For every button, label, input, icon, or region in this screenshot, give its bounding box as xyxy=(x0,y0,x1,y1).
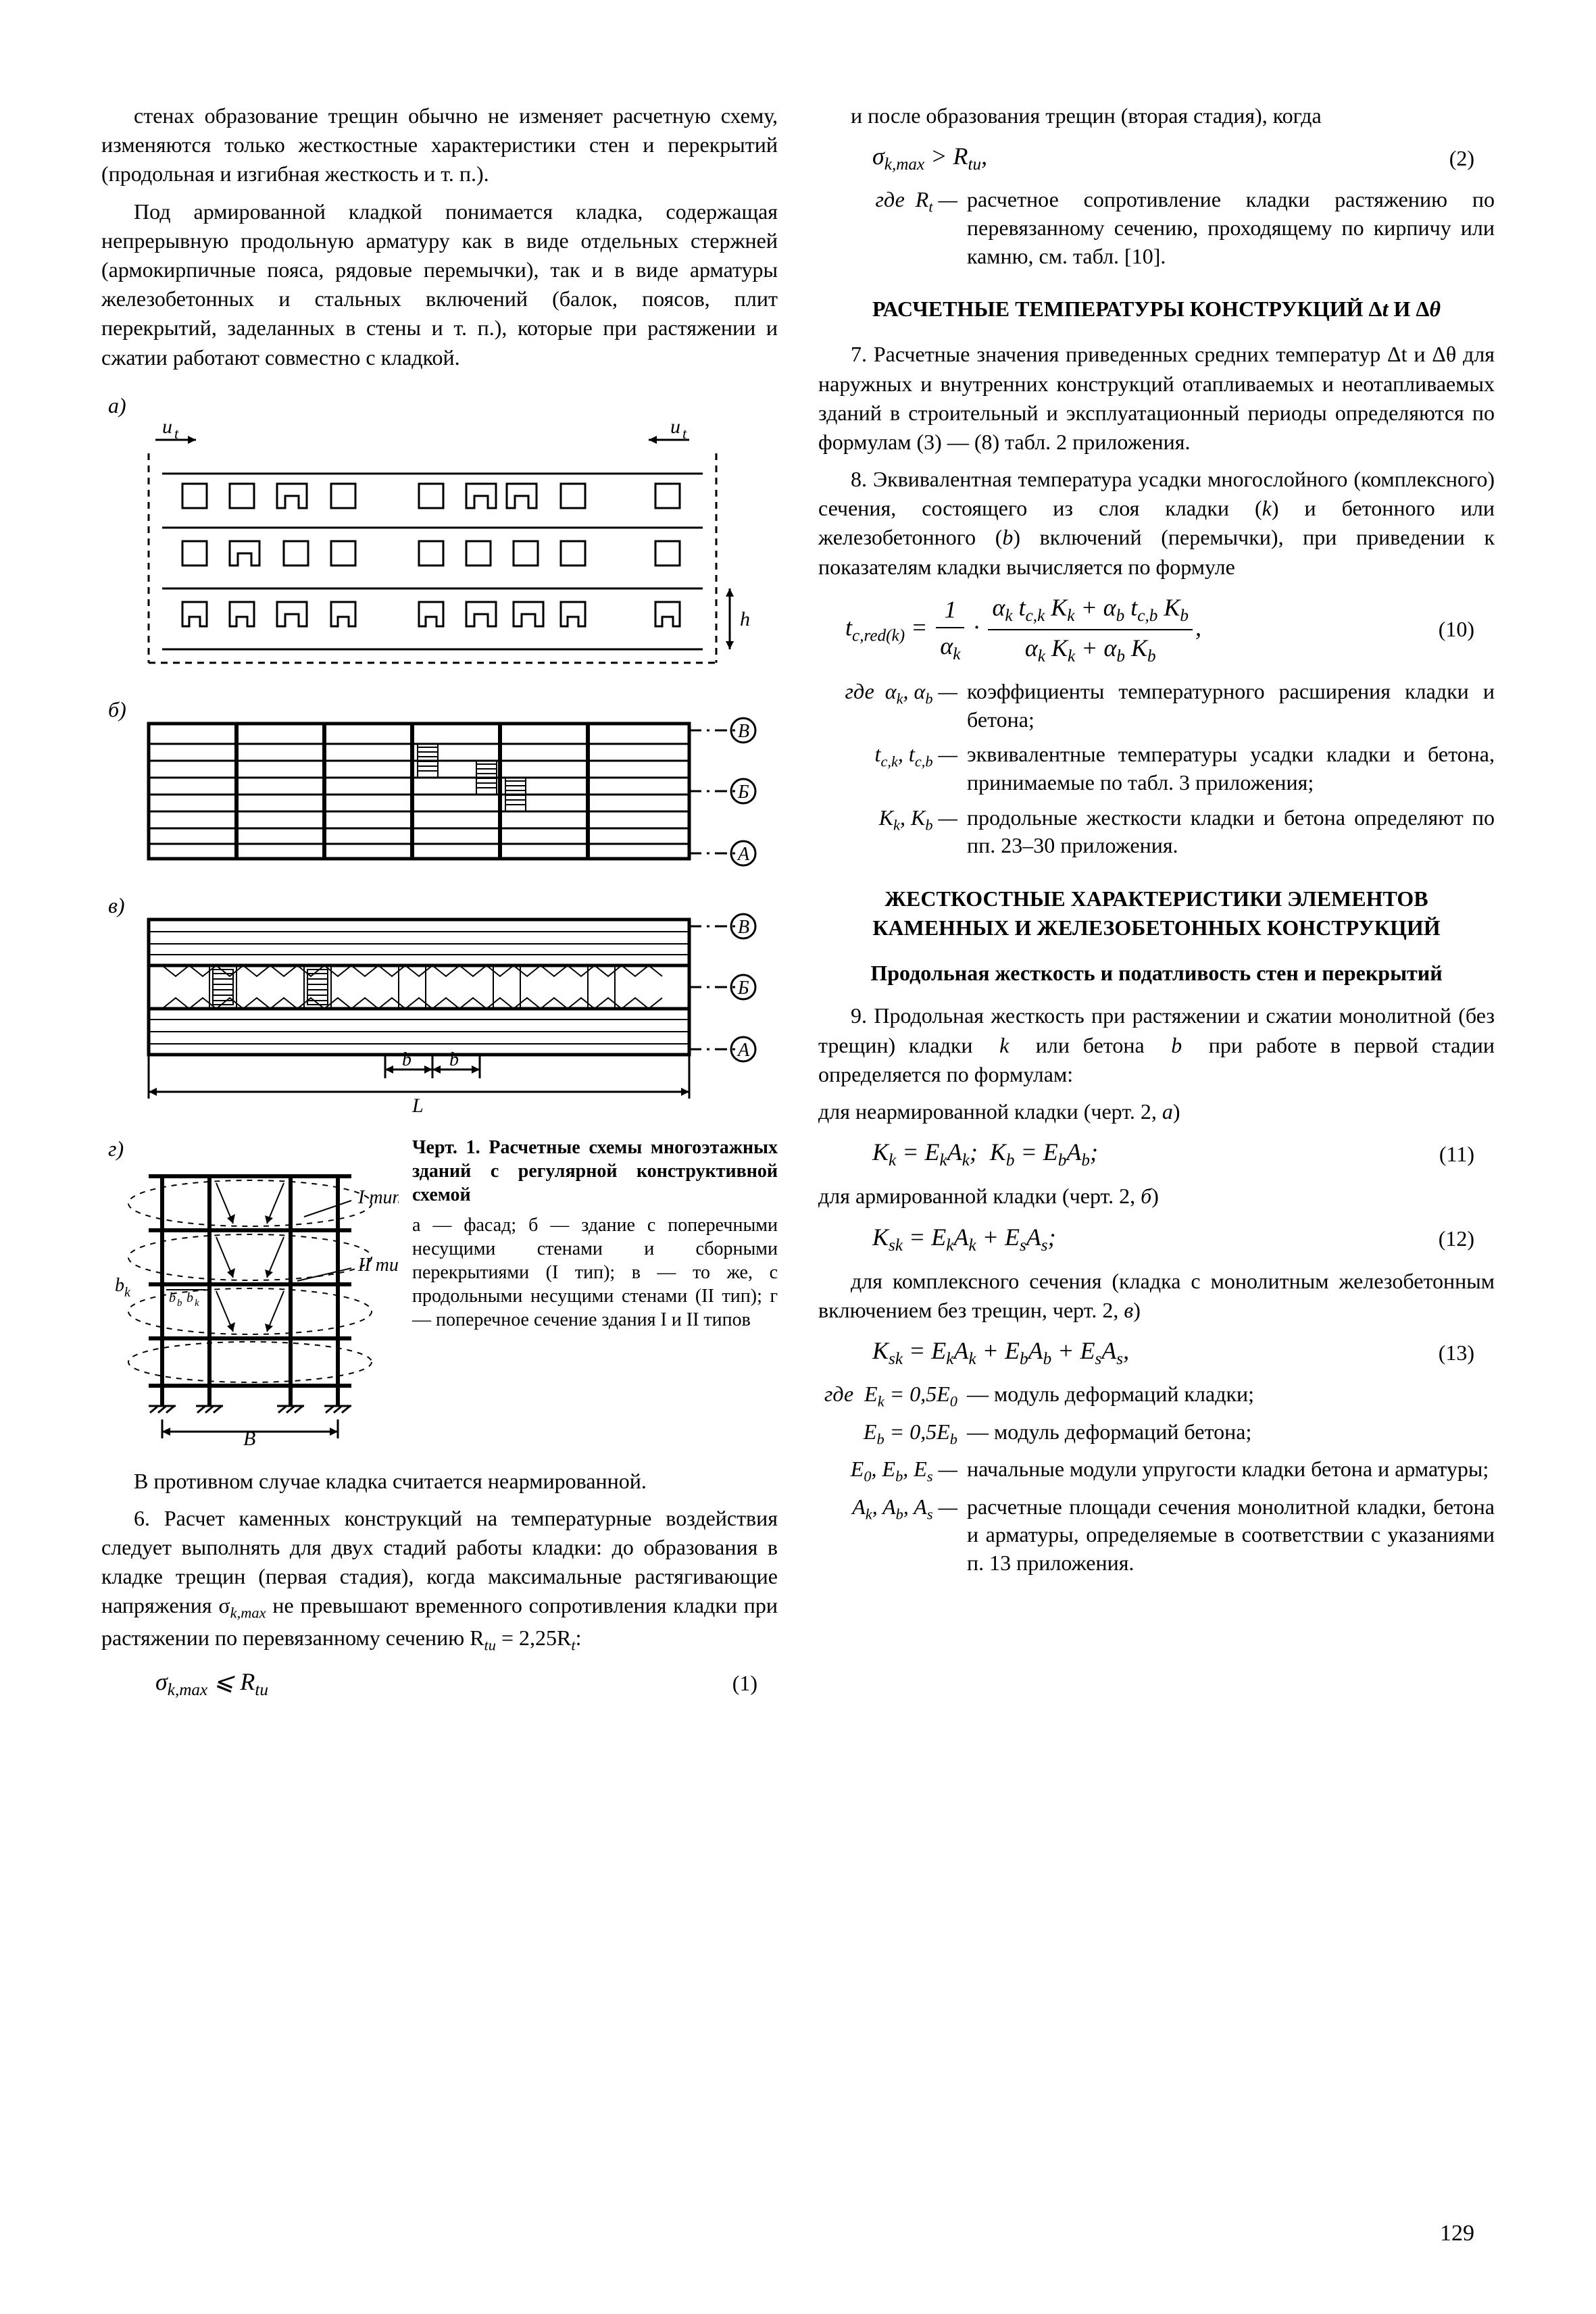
svg-text:а): а) xyxy=(108,393,126,418)
para: 9. Продольная жесткость при растяжении и… xyxy=(818,1001,1495,1089)
figure-1b: б) xyxy=(101,697,778,872)
para: стенах образование трещин обычно не изме… xyxy=(101,101,778,189)
where-symbol: E0, Eb, Es — xyxy=(818,1455,960,1486)
svg-text:в): в) xyxy=(108,893,125,917)
where-symbol: где Ek = 0,5E0 xyxy=(818,1380,960,1411)
where-block: где Rt — расчетное сопротивление кладки … xyxy=(818,186,1495,270)
section-heading: РАСЧЕТНЫЕ ТЕМПЕРАТУРЫ КОНСТРУКЦИЙ Δt И Δ… xyxy=(818,295,1495,324)
svg-text:Б: Б xyxy=(737,782,749,803)
svg-text:В: В xyxy=(738,721,749,742)
where-desc: расчетное сопротивление кладки растяжени… xyxy=(967,186,1495,270)
figure-1v: в) xyxy=(101,892,778,1115)
figure-svg: б) xyxy=(101,697,764,872)
where-symbol: где αk, αb — xyxy=(818,678,960,734)
svg-text:k: k xyxy=(124,1285,131,1300)
where-block: где Ek = 0,5E0 — модуль деформаций кладк… xyxy=(818,1380,1495,1577)
eq-number: (2) xyxy=(1449,144,1481,173)
where-desc: продольные жесткости кладки и бетона опр… xyxy=(967,804,1495,860)
svg-text:b: b xyxy=(169,1290,176,1305)
eq-number: (1) xyxy=(732,1669,764,1698)
text: = 2,25R xyxy=(501,1626,571,1650)
svg-text:b: b xyxy=(115,1275,124,1296)
svg-text:b: b xyxy=(177,1298,182,1309)
eq-number: (11) xyxy=(1439,1140,1481,1169)
svg-text:II тип: II тип xyxy=(357,1255,399,1276)
text: : xyxy=(576,1626,582,1650)
para: 8. Эквивалентная температура усадки мног… xyxy=(818,465,1495,582)
svg-text:b: b xyxy=(449,1049,459,1070)
formula-1: σk,max ⩽ Rtu (1) xyxy=(101,1665,778,1702)
para: для неармированной кладки (черт. 2, а) xyxy=(818,1097,1495,1126)
figure-caption: Черт. 1. Расчетные схемы многоэтажных зд… xyxy=(412,1136,778,1332)
page-number: 129 xyxy=(1440,2221,1474,2246)
svg-text:В: В xyxy=(738,917,749,938)
section-heading: ЖЕСТКОСТНЫЕ ХАРАКТЕРИСТИКИ ЭЛЕМЕНТОВ КАМ… xyxy=(818,884,1495,942)
figure-caption-title: Черт. 1. Расчетные схемы многоэтажных зд… xyxy=(412,1136,778,1207)
where-symbol: Eb = 0,5Eb xyxy=(818,1418,960,1449)
where-desc: коэффициенты температурного расширения к… xyxy=(967,678,1495,734)
svg-text:А: А xyxy=(737,844,750,865)
figure-1g: г) xyxy=(101,1136,778,1447)
where-desc: — модуль деформаций кладки; xyxy=(967,1380,1495,1411)
svg-text:А: А xyxy=(737,1040,750,1061)
para: В противном случае кладка считается неар… xyxy=(101,1467,778,1496)
svg-text:L: L xyxy=(412,1095,424,1115)
figure-1a: а) u t u t xyxy=(101,393,778,676)
formula-10: tc,red(k) = 1αk · αk tc,k Kk + αb tc,b K… xyxy=(818,591,1495,668)
formula-12: Ksk = EkAk + EsAs; (12) xyxy=(818,1221,1495,1257)
para: 7. Расчетные значения приведенных средни… xyxy=(818,340,1495,457)
where-desc: расчетные площади сечения монолитной кла… xyxy=(967,1493,1495,1578)
svg-text:h: h xyxy=(740,608,750,630)
figure-svg: г) xyxy=(101,1136,399,1447)
para: и после образования трещин (вторая стади… xyxy=(818,101,1495,130)
eq-number: (10) xyxy=(1439,615,1481,644)
where-desc: — модуль деформаций бетона; xyxy=(967,1418,1495,1449)
eq-number: (13) xyxy=(1439,1338,1481,1367)
where-symbol: Ak, Ab, As — xyxy=(818,1493,960,1578)
svg-text:I тип: I тип xyxy=(357,1187,399,1208)
formula-11: Kk = EkAk; Kb = EbAb; (11) xyxy=(818,1136,1495,1172)
formula-2: σk,max > Rtu, (2) xyxy=(818,140,1495,176)
svg-text:b: b xyxy=(402,1049,412,1070)
where-desc: эквивалентные температуры усадки кладки … xyxy=(967,740,1495,797)
svg-text:b: b xyxy=(186,1290,193,1305)
para: для комплексного сечения (кладка с монол… xyxy=(818,1267,1495,1325)
figure-svg: а) u t u t xyxy=(101,393,764,676)
subsection-heading: Продольная жесткость и податливость стен… xyxy=(818,959,1495,988)
svg-text:б): б) xyxy=(108,697,126,722)
figure-caption-body: а — фасад; б — здание с поперечными несу… xyxy=(412,1213,778,1332)
formula-13: Ksk = EkAk + EbAb + EsAs, (13) xyxy=(818,1334,1495,1371)
where-block: где αk, αb — коэффициенты температурного… xyxy=(818,678,1495,860)
svg-text:u: u xyxy=(670,416,680,438)
right-column: и после образования трещин (вторая стади… xyxy=(818,101,1495,1711)
where-symbol: tc,k, tc,b — xyxy=(818,740,960,797)
figure-svg: в) xyxy=(101,892,764,1115)
svg-text:k: k xyxy=(195,1298,199,1309)
svg-text:г): г) xyxy=(108,1136,124,1161)
where-symbol: Kk, Kb — xyxy=(818,804,960,860)
para: 6. Расчет каменных конструкций на темпер… xyxy=(101,1504,778,1656)
svg-text:B: B xyxy=(243,1428,255,1447)
para: для армированной кладки (черт. 2, б) xyxy=(818,1182,1495,1211)
where-symbol: где Rt — xyxy=(818,186,960,270)
eq-number: (12) xyxy=(1439,1224,1481,1253)
where-desc: начальные модули упругости кладки бетона… xyxy=(967,1455,1495,1486)
left-column: стенах образование трещин обычно не изме… xyxy=(101,101,778,1711)
svg-text:Б: Б xyxy=(737,978,749,999)
para: Под армированной кладкой понимается клад… xyxy=(101,197,778,372)
svg-text:u: u xyxy=(162,416,172,438)
